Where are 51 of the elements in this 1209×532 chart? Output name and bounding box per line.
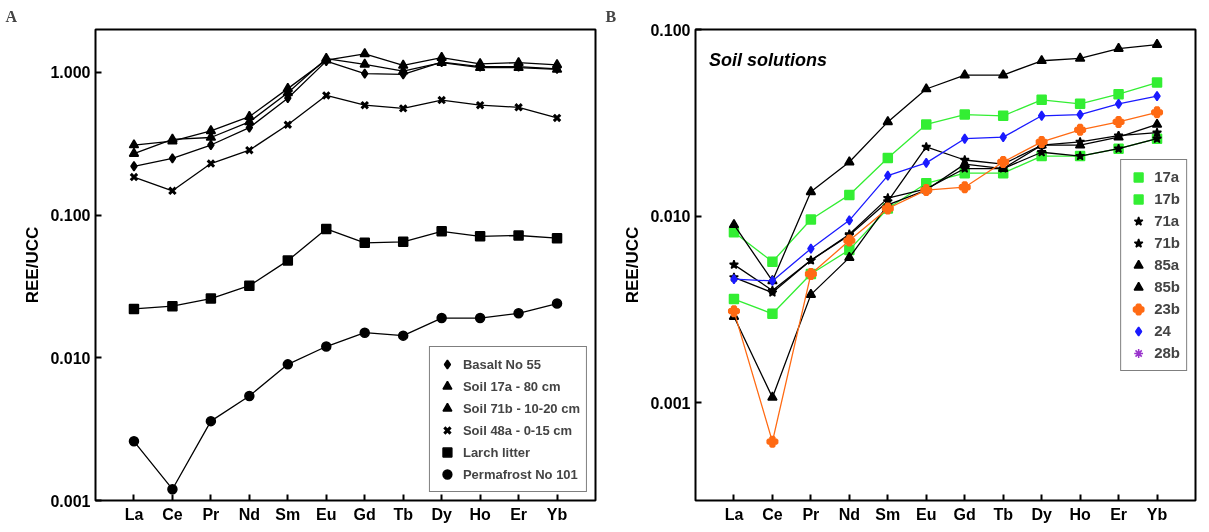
y-axis-title: REE/UCC (623, 226, 643, 304)
x-tick-label: Dy (1031, 505, 1052, 523)
chart-title: B (605, 7, 617, 25)
annotation: Soil solutions (708, 49, 827, 70)
legend-label: 17b (1154, 189, 1180, 208)
x-tick-label: Ho (469, 505, 492, 523)
x-tick-label: Er (510, 505, 528, 523)
y-tick-label: 0.100 (650, 21, 691, 39)
legend-label: 28b (1154, 343, 1180, 362)
legend-label: 85a (1154, 255, 1180, 274)
legend-label: Soil 71b - 10-20 cm (462, 399, 580, 417)
x-tick-label: Ho (1069, 505, 1092, 523)
legend-label: 71a (1154, 211, 1180, 230)
x-tick-label: Tb (993, 505, 1014, 523)
x-tick-label: Gd (953, 505, 976, 523)
x-tick-label: Pr (202, 505, 220, 523)
legend-label: 23b (1154, 299, 1180, 318)
x-tick-label: La (724, 505, 744, 523)
x-tick-label: Yb (1146, 505, 1168, 523)
legend-label: Soil 48a - 0-15 cm (462, 421, 573, 439)
x-tick-label: La (124, 505, 144, 523)
legend-label: Soil 17a - 80 cm (462, 377, 561, 395)
legend-label: 71b (1154, 233, 1180, 252)
legend-label: 17a (1154, 167, 1180, 186)
legend-label: Basalt No 55 (462, 355, 541, 373)
x-tick-label: Ce (762, 505, 783, 523)
x-tick-label: Gd (353, 505, 376, 523)
chart-title: A (5, 7, 18, 25)
x-tick-label: Sm (275, 505, 301, 523)
x-tick-label: Eu (916, 505, 937, 523)
y-axis-title: REE/UCC (23, 226, 43, 304)
y-tick-label: 0.010 (650, 208, 691, 226)
legend-label: Larch litter (462, 443, 531, 461)
y-tick-label: 0.100 (50, 207, 91, 225)
legend-label: 85b (1154, 277, 1180, 296)
y-tick-label: 0.001 (650, 394, 691, 412)
y-tick-label: 0.010 (50, 349, 91, 367)
x-tick-label: Nd (238, 505, 261, 523)
x-tick-label: Eu (316, 505, 337, 523)
y-tick-label: 0.001 (50, 492, 91, 510)
x-tick-label: Er (1110, 505, 1128, 523)
legend-label: Permafrost No 101 (462, 465, 578, 483)
y-tick-label: 1.000 (50, 64, 91, 82)
x-tick-label: Nd (838, 505, 861, 523)
x-tick-label: Sm (875, 505, 901, 523)
x-tick-label: Yb (546, 505, 568, 523)
x-tick-label: Ce (162, 505, 183, 523)
x-tick-label: Pr (802, 505, 820, 523)
legend-label: 24 (1154, 321, 1172, 340)
x-tick-label: Dy (431, 505, 452, 523)
x-tick-label: Tb (393, 505, 414, 523)
